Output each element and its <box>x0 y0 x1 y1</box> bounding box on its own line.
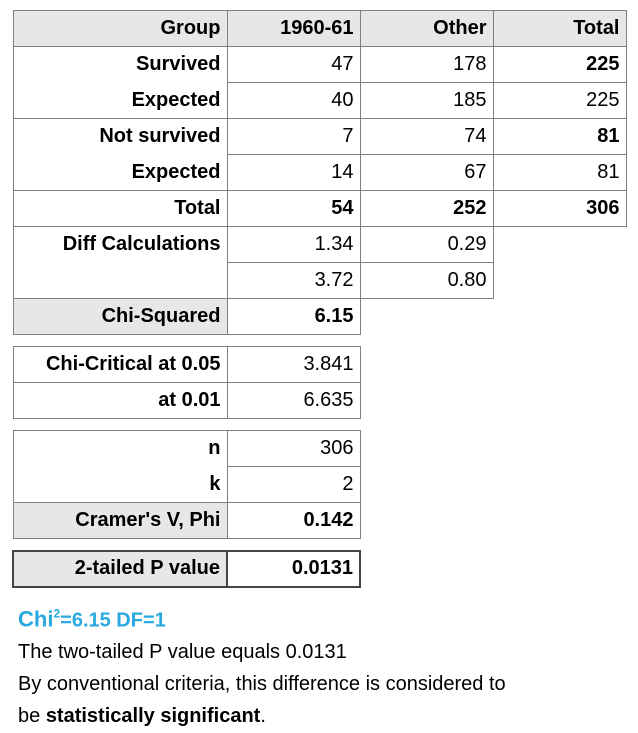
chi-result: =6.15 DF=1 <box>60 609 166 632</box>
n-value: 306 <box>226 430 361 467</box>
table-header-row: Group 1960-61 Other Total <box>12 10 627 47</box>
table-row: Survived 47 178 225 <box>12 46 627 83</box>
cell-total: 225 <box>492 82 627 119</box>
k-label: k <box>12 466 228 503</box>
result-summary: Chi2=6.15 DF=1 The two-tailed P value eq… <box>18 598 506 732</box>
cramers-v-value: 0.142 <box>226 502 361 539</box>
chi-critical-value: 3.841 <box>226 346 361 383</box>
chi-superscript: 2 <box>53 607 61 621</box>
cell-total: 81 <box>492 154 627 191</box>
chi-squared-value: 6.15 <box>226 298 361 335</box>
row-label: Survived <box>12 46 228 83</box>
significance-text: statistically significant <box>45 705 261 728</box>
cell-value: 74 <box>359 118 494 155</box>
conclusion-line: By conventional criteria, this differenc… <box>18 673 506 696</box>
critical-row: Chi-Critical at 0.05 3.841 <box>12 346 626 383</box>
cell-value: 185 <box>359 82 494 119</box>
diff-value: 1.34 <box>226 226 361 263</box>
cell-value: 40 <box>226 82 361 119</box>
cramer-row: Cramer's V, Phi 0.142 <box>12 502 626 539</box>
row-label: Expected <box>12 154 228 191</box>
chi-square-table: Group 1960-61 Other Total Survived 47 17… <box>12 10 627 588</box>
cell-total: 225 <box>492 46 627 83</box>
chi-critical-value: 6.635 <box>226 382 361 419</box>
row-label: Expected <box>12 82 228 119</box>
k-value: 2 <box>226 466 361 503</box>
header-group: Group <box>12 10 228 47</box>
cramers-v-label: Cramer's V, Phi <box>12 502 228 539</box>
p-value: 0.0131 <box>226 549 361 588</box>
chi-heading: Chi2=6.15 DF=1 <box>18 598 506 636</box>
p-value-sentence: The two-tailed P value equals 0.0131 <box>18 641 347 664</box>
diff-value: 0.80 <box>359 262 494 299</box>
cell-value: 47 <box>226 46 361 83</box>
n-label: n <box>12 430 228 467</box>
chi-prefix: Chi <box>18 606 54 632</box>
critical-row: at 0.01 6.635 <box>12 382 626 419</box>
chi-squared-row: Chi-Squared 6.15 <box>12 298 626 335</box>
cell-value: 67 <box>359 154 494 191</box>
cell-grand-total: 306 <box>492 190 627 227</box>
table-row-total: Total 54 252 306 <box>12 190 627 227</box>
cell-value: 178 <box>359 46 494 83</box>
diff-calculations-label: Diff Calculations <box>12 226 228 263</box>
chi-squared-label: Chi-Squared <box>12 298 228 335</box>
conclusion-line-2: be statistically significant. <box>18 705 266 728</box>
diff-row: Diff Calculations 1.34 0.29 <box>12 226 626 263</box>
chi-critical-label: Chi-Critical at 0.05 <box>12 346 228 383</box>
cell-total: 54 <box>226 190 361 227</box>
cell-value: 7 <box>226 118 361 155</box>
n-row: n 306 <box>12 430 626 467</box>
table-row: Expected 40 185 225 <box>12 82 627 119</box>
cell-total: 81 <box>492 118 627 155</box>
diff-row: 3.72 0.80 <box>12 262 626 299</box>
row-label: Not survived <box>12 118 228 155</box>
header-total: Total <box>492 10 627 47</box>
table-row: Not survived 7 74 81 <box>12 118 627 155</box>
k-row: k 2 <box>12 466 626 503</box>
diff-value: 3.72 <box>226 262 361 299</box>
p-value-row: 2-tailed P value 0.0131 <box>12 549 626 588</box>
table-row: Expected 14 67 81 <box>12 154 627 191</box>
cell-value: 14 <box>226 154 361 191</box>
diff-value: 0.29 <box>359 226 494 263</box>
p-value-label: 2-tailed P value <box>12 549 228 588</box>
header-1960-61: 1960-61 <box>226 10 361 47</box>
chi-critical-label: at 0.01 <box>12 382 228 419</box>
header-other: Other <box>359 10 494 47</box>
row-label: Total <box>12 190 228 227</box>
cell-total: 252 <box>359 190 494 227</box>
